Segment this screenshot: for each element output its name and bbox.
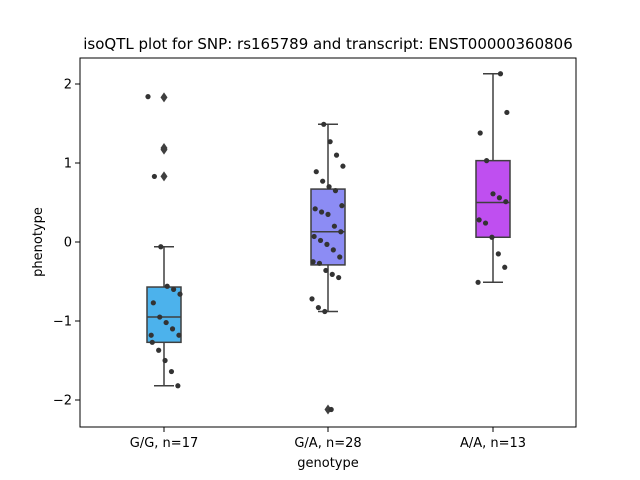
- x-tick-label: A/A, n=13: [460, 436, 526, 451]
- data-point: [484, 158, 490, 164]
- data-point: [163, 319, 169, 326]
- data-point: [331, 223, 337, 229]
- data-point: [310, 259, 316, 265]
- data-point: [475, 279, 481, 285]
- chart-title: isoQTL plot for SNP: rs165789 and transc…: [83, 35, 573, 53]
- box-group: [309, 121, 346, 415]
- data-point: [171, 286, 177, 292]
- data-point: [145, 94, 151, 100]
- data-point: [148, 332, 154, 338]
- data-point: [176, 332, 182, 338]
- outlier-marker: [160, 92, 168, 103]
- data-point: [313, 169, 319, 175]
- data-point: [339, 203, 345, 209]
- y-axis-label: phenotype: [31, 207, 46, 277]
- data-point: [338, 229, 344, 235]
- data-point: [169, 326, 176, 332]
- y-axis: −2 −1 0 1 2: [53, 78, 80, 409]
- outlier-marker: [324, 404, 332, 415]
- box-group: [475, 71, 511, 285]
- data-point: [149, 339, 155, 345]
- box: [310, 188, 346, 266]
- data-point: [495, 251, 501, 257]
- data-point: [482, 220, 489, 226]
- data-point: [326, 184, 332, 190]
- y-tick-label: −2: [53, 394, 72, 409]
- y-tick-label: 1: [64, 157, 72, 172]
- data-point: [329, 271, 335, 277]
- y-tick-label: 0: [64, 236, 72, 251]
- data-point: [321, 121, 327, 127]
- data-point: [168, 368, 175, 375]
- data-point: [496, 195, 502, 201]
- data-point: [151, 173, 157, 180]
- data-point: [325, 211, 331, 217]
- data-point: [336, 274, 342, 281]
- data-point: [323, 267, 329, 274]
- data-point: [504, 109, 510, 116]
- data-point: [322, 308, 328, 315]
- data-point: [477, 130, 483, 136]
- data-point: [312, 206, 318, 212]
- x-axis: G/G, n=17 G/A, n=28 A/A, n=13: [130, 427, 526, 451]
- data-point: [337, 254, 343, 260]
- data-point: [503, 199, 509, 205]
- data-point: [327, 139, 333, 145]
- data-point: [150, 300, 156, 306]
- data-point: [315, 304, 321, 311]
- plot-area: [145, 71, 511, 415]
- data-point: [317, 237, 324, 244]
- x-tick-label: G/A, n=28: [294, 436, 361, 451]
- data-point: [177, 291, 183, 297]
- x-axis-label: genotype: [297, 456, 358, 471]
- x-tick-label: G/G, n=17: [130, 436, 198, 451]
- y-tick-label: 2: [64, 78, 72, 93]
- data-point: [164, 283, 170, 289]
- data-point: [320, 178, 326, 184]
- data-point: [330, 247, 336, 253]
- box-group: [145, 92, 183, 389]
- data-point: [311, 233, 317, 240]
- data-point: [309, 296, 315, 302]
- data-point: [162, 357, 168, 364]
- data-point: [316, 260, 323, 266]
- outlier-marker: [160, 144, 168, 155]
- y-tick-label: −1: [53, 315, 72, 330]
- data-point: [489, 234, 495, 240]
- data-point: [490, 191, 496, 197]
- data-point: [340, 163, 346, 169]
- data-point: [157, 314, 163, 320]
- data-point: [156, 347, 162, 353]
- data-point: [328, 406, 334, 413]
- data-point: [324, 241, 330, 247]
- data-point: [476, 217, 482, 223]
- box: [475, 159, 511, 239]
- data-point: [175, 383, 181, 389]
- data-point: [158, 244, 164, 250]
- outlier-marker: [160, 171, 168, 182]
- data-point: [319, 209, 325, 215]
- data-point: [497, 71, 504, 77]
- data-point: [333, 152, 340, 158]
- data-point: [332, 188, 339, 194]
- data-point: [502, 264, 508, 270]
